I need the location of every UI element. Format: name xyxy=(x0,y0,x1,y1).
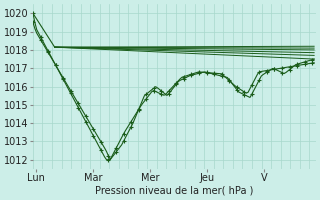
X-axis label: Pression niveau de la mer( hPa ): Pression niveau de la mer( hPa ) xyxy=(95,186,253,196)
